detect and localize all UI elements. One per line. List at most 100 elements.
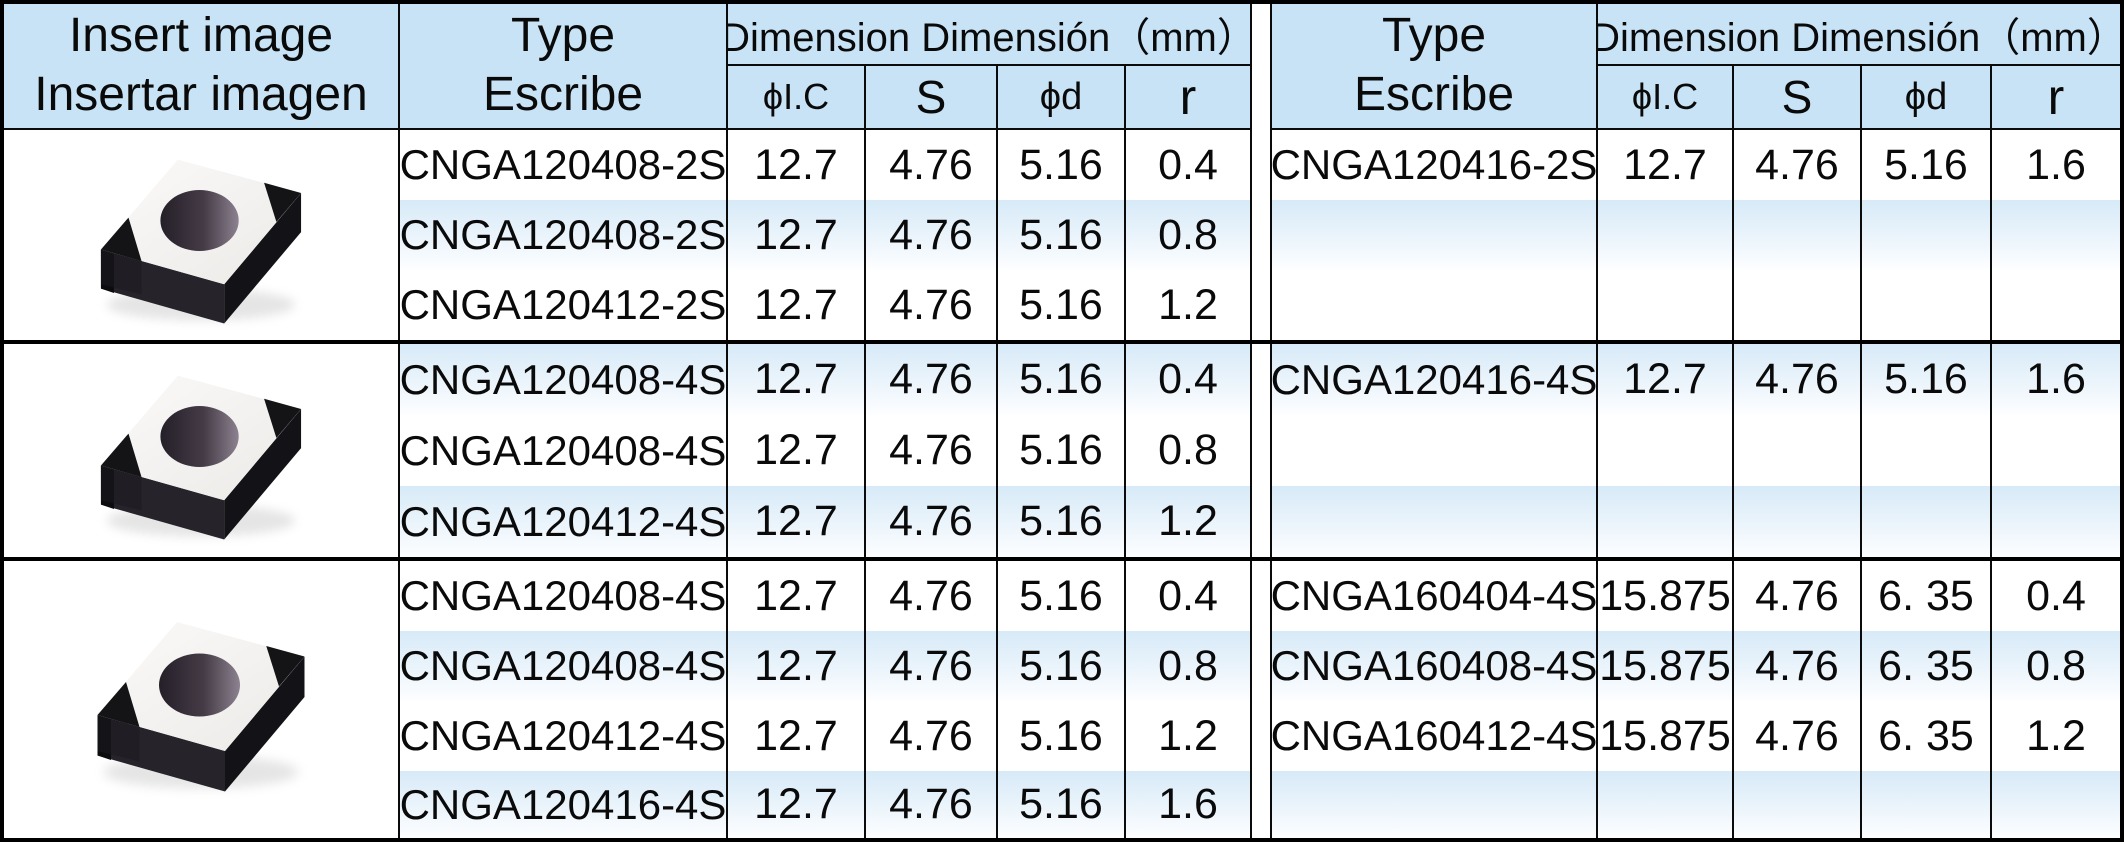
ic-cell xyxy=(1598,486,1734,557)
d-cell: 5.16 xyxy=(998,631,1126,701)
s-cell: 4.76 xyxy=(866,270,998,340)
insert-photo-group3 xyxy=(4,561,400,838)
s-cell xyxy=(1734,486,1862,557)
d-cell: 5.16 xyxy=(998,344,1126,415)
d-cell xyxy=(1862,486,1992,557)
spec-table: Insert image Insertar imagen Type Escrib… xyxy=(4,4,2120,838)
s-cell: 4.76 xyxy=(866,344,998,415)
group-separator xyxy=(4,557,2120,561)
r-cell: 1.6 xyxy=(2026,140,2086,189)
s-cell xyxy=(1734,415,1862,486)
type-label-en: Type xyxy=(510,9,616,63)
s-cell: 4.76 xyxy=(866,771,998,838)
s-cell: 4.76 xyxy=(1734,701,1862,771)
type-label-en: Type xyxy=(1381,9,1487,63)
cnga-insert-photo-icon xyxy=(85,139,317,331)
type-header-right: Type Escribe xyxy=(1272,4,1598,130)
ic-cell: 12.7 xyxy=(1598,344,1734,415)
type-label-es: Escribe xyxy=(1353,68,1515,121)
d-cell xyxy=(1862,270,1992,340)
r-cell: 1.6 xyxy=(1992,344,2120,415)
col-header-r-right: r xyxy=(1992,66,2120,130)
type-cell: CNGA120416-4S xyxy=(400,771,728,838)
type-cell: CNGA120408-4S xyxy=(400,631,728,701)
d-cell: 5.16 xyxy=(998,415,1126,486)
d-cell xyxy=(1862,771,1992,838)
r-cell xyxy=(1992,486,2120,557)
s-cell: 4.76 xyxy=(1734,561,1862,631)
d-cell: 5.16 xyxy=(998,200,1126,270)
r-cell: 0.4 xyxy=(1126,344,1250,415)
dimension-header-left: Dimension Dimensión（mm） xyxy=(728,4,1250,66)
r-cell: 0.4 xyxy=(2026,571,2086,620)
s-cell: 4.76 xyxy=(1734,631,1862,701)
r-cell: 1.2 xyxy=(2026,711,2086,760)
type-cell: CNGA120416-4S xyxy=(1272,344,1598,415)
type-cell: CNGA120408-4S xyxy=(400,415,728,486)
col-header-ic-right: ϕI.C xyxy=(1598,66,1734,130)
r-cell: 1.2 xyxy=(1158,711,1218,760)
ic-cell: 12.7 xyxy=(728,130,866,200)
type-cell: CNGA120412-4S xyxy=(400,486,728,557)
r-cell: 0.4 xyxy=(1158,140,1218,189)
d-cell: 6. 35 xyxy=(1862,631,1992,701)
r-cell: 0.8 xyxy=(1126,200,1250,270)
s-cell xyxy=(1734,270,1862,340)
type-cell: CNGA160408-4S xyxy=(1272,631,1598,701)
type-cell: CNGA120412-2S xyxy=(400,270,728,340)
r-cell: 1.2 xyxy=(1158,280,1218,329)
type-cell xyxy=(1272,415,1598,486)
col-header-s-right: S xyxy=(1734,66,1862,130)
d-cell: 5.16 xyxy=(998,561,1126,631)
dimension-header-right: Dimension Dimensión（mm） xyxy=(1598,4,2120,66)
type-cell: CNGA160404-4S xyxy=(1272,561,1598,631)
type-cell: CNGA120408-4S xyxy=(400,344,728,415)
s-cell: 4.76 xyxy=(1734,344,1862,415)
d-cell: 5.16 xyxy=(998,130,1126,200)
s-cell: 4.76 xyxy=(866,486,998,557)
type-label-es: Escribe xyxy=(482,68,644,121)
ic-cell: 12.7 xyxy=(728,200,866,270)
type-cell xyxy=(1272,771,1598,838)
ic-cell xyxy=(1598,270,1734,340)
s-cell: 4.76 xyxy=(866,415,998,486)
ic-cell: 15.875 xyxy=(1598,631,1734,701)
r-cell: 0.4 xyxy=(1158,571,1218,620)
group-separator xyxy=(4,340,2120,344)
ic-cell xyxy=(1598,200,1734,270)
s-cell: 4.76 xyxy=(866,631,998,701)
r-cell: 0.8 xyxy=(1158,426,1218,474)
ic-cell: 12.7 xyxy=(728,486,866,557)
type-cell: CNGA160412-4S xyxy=(1272,701,1598,771)
ic-cell: 15.875 xyxy=(1598,561,1734,631)
s-cell: 4.76 xyxy=(866,701,998,771)
d-cell xyxy=(1862,415,1992,486)
r-cell xyxy=(1992,200,2120,270)
insert-image-header: Insert image Insertar imagen xyxy=(4,4,400,130)
col-header-d-right: ϕd xyxy=(1862,66,1992,130)
type-cell: CNGA120416-2S xyxy=(1272,130,1598,200)
col-header-ic-left: ϕI.C xyxy=(728,66,866,130)
col-header-s-left: S xyxy=(866,66,998,130)
r-cell: 1.2 xyxy=(1126,486,1250,557)
s-cell: 4.76 xyxy=(866,200,998,270)
cnga-insert-photo-icon xyxy=(81,601,321,799)
table-halves-divider xyxy=(1250,4,1272,838)
insert-photo-group2 xyxy=(4,344,400,557)
s-cell: 4.76 xyxy=(866,130,998,200)
s-cell xyxy=(1734,771,1862,838)
col-header-r-left: r xyxy=(1126,66,1250,130)
d-cell xyxy=(1862,200,1992,270)
ic-cell: 12.7 xyxy=(728,270,866,340)
ic-cell: 12.7 xyxy=(728,415,866,486)
type-cell: CNGA120412-4S xyxy=(400,701,728,771)
r-cell: 1.6 xyxy=(1126,771,1250,838)
d-cell: 5.16 xyxy=(1862,130,1992,200)
insert-photo-group1 xyxy=(4,130,400,340)
type-cell: CNGA120408-2S xyxy=(400,200,728,270)
insert-image-label-es: Insertar imagen xyxy=(34,68,368,121)
ic-cell xyxy=(1598,415,1734,486)
d-cell: 5.16 xyxy=(998,486,1126,557)
ic-cell: 15.875 xyxy=(1598,701,1734,771)
